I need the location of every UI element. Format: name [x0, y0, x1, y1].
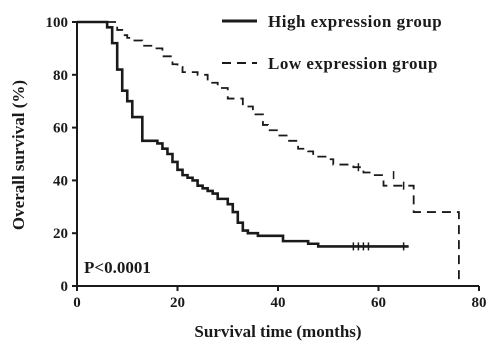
y-tick-label: 40 — [53, 173, 68, 189]
plot-area — [77, 20, 460, 286]
x-tick-label: 20 — [170, 295, 185, 311]
p-value-annotation: P<0.0001 — [84, 258, 151, 277]
legend-label-high: High expression group — [268, 12, 442, 31]
y-axis-title: Overall survival (%) — [9, 80, 28, 230]
x-axis-title: Survival time (months) — [194, 322, 361, 341]
legend: High expression group Low expression gro… — [222, 12, 442, 73]
y-ticks: 0 20 40 60 80 100 — [46, 15, 77, 295]
x-tick-label: 80 — [472, 295, 487, 311]
series-line-high — [77, 20, 409, 248]
axes: 0 20 40 60 80 0 20 40 60 80 100 — [46, 15, 487, 311]
y-tick-label: 0 — [61, 279, 69, 295]
x-tick-label: 0 — [73, 295, 81, 311]
y-tick-label: 100 — [46, 15, 69, 31]
x-ticks: 0 20 40 60 80 — [73, 286, 487, 311]
x-tick-label: 60 — [371, 295, 386, 311]
legend-label-low: Low expression group — [268, 54, 438, 73]
y-tick-label: 60 — [53, 121, 68, 137]
series-line-low — [77, 21, 460, 286]
y-tick-label: 20 — [53, 226, 68, 242]
x-tick-label: 40 — [271, 295, 286, 311]
y-tick-label: 80 — [53, 68, 68, 84]
